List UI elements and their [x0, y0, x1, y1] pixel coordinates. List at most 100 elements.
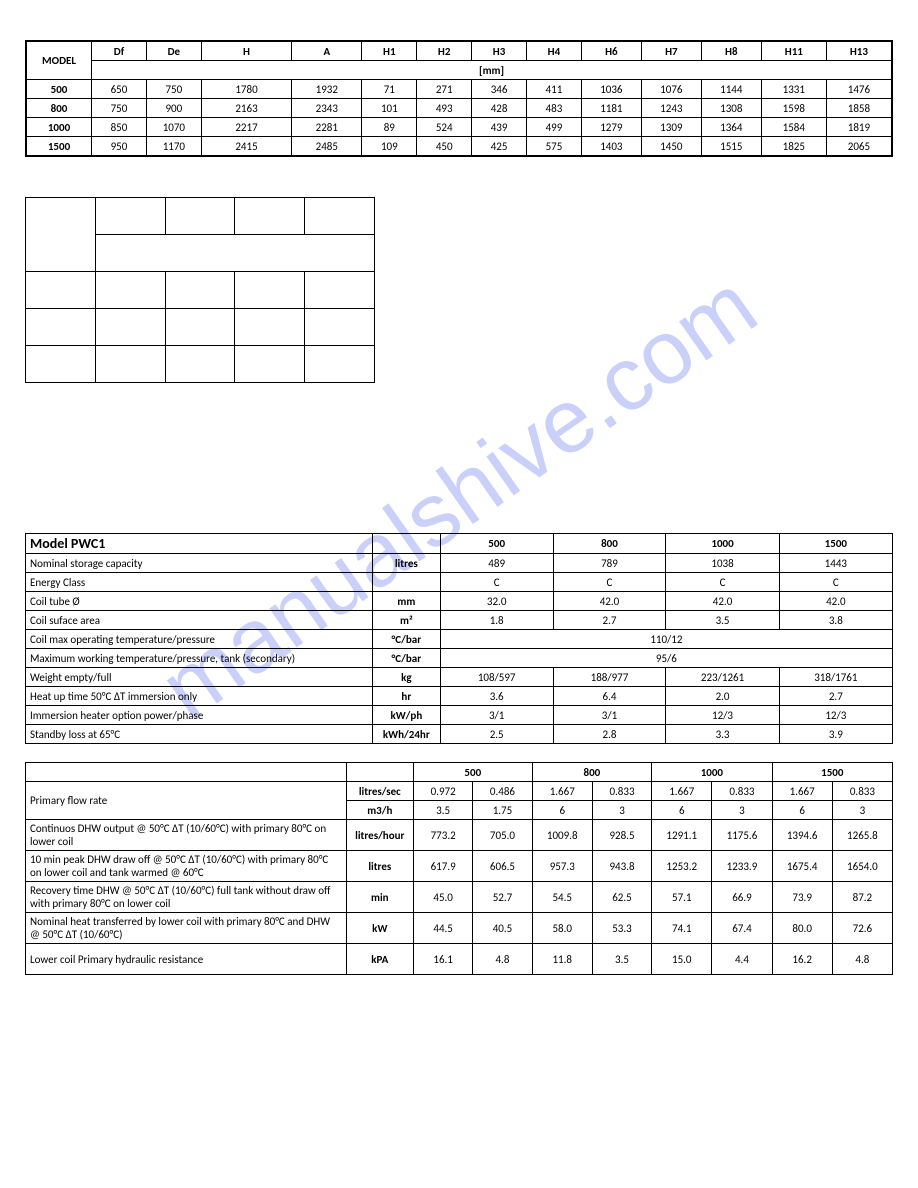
- spec-row-label: Energy Class: [26, 573, 373, 592]
- table-cell: 1170: [146, 137, 201, 157]
- perf-cell: 40.5: [473, 913, 532, 944]
- perf-cell: 15.0: [652, 944, 712, 975]
- spec-row-unit: kW/ph: [372, 706, 440, 725]
- table-cell: 2065: [826, 137, 892, 157]
- flow-cell: 0.833: [712, 782, 772, 801]
- table-cell: 2217: [201, 118, 291, 137]
- perf-cell: 943.8: [592, 851, 651, 882]
- flow-cell: 1.667: [772, 782, 832, 801]
- spec-header: Model PWC1: [26, 534, 373, 554]
- table-cell: 950: [92, 137, 147, 157]
- spec-col-1500: 1500: [779, 534, 892, 554]
- spec-cell: 6.4: [553, 687, 666, 706]
- spec-cell: 3.8: [779, 611, 892, 630]
- flow-cell: 1.667: [652, 782, 712, 801]
- table-cell: 2163: [201, 99, 291, 118]
- table-cell: 346: [472, 80, 527, 99]
- table-cell: 2485: [292, 137, 362, 157]
- table-cell: 1331: [761, 80, 826, 99]
- table-cell: 428: [472, 99, 527, 118]
- perf-row-unit: kPA: [346, 944, 413, 975]
- table-cell: 89: [362, 118, 417, 137]
- spec-row-label: Coil suface area: [26, 611, 373, 630]
- table-cell: 2281: [292, 118, 362, 137]
- flow-rate-unit: litres/sec: [346, 782, 413, 801]
- spec-row-label: Heat up time 50°C ΔT immersion only: [26, 687, 373, 706]
- spec-cell: 12/3: [666, 706, 779, 725]
- perf-cell: 1175.6: [712, 820, 772, 851]
- table-cell: 1403: [581, 137, 641, 157]
- table-cell: 1825: [761, 137, 826, 157]
- flow-cell: 1.75: [473, 801, 532, 820]
- spec-cell: 12/3: [779, 706, 892, 725]
- perf-cell: 72.6: [832, 913, 892, 944]
- perf-cell: 4.8: [473, 944, 532, 975]
- flow-cell: 6: [532, 801, 592, 820]
- spec-cell: 3.3: [666, 725, 779, 744]
- table-cell: 483: [527, 99, 582, 118]
- perf-cell: 1394.6: [772, 820, 832, 851]
- table-cell: 1070: [146, 118, 201, 137]
- spec-row-span: 110/12: [440, 630, 892, 649]
- col-h7: H7: [641, 41, 701, 61]
- table-row-model: 1500: [26, 137, 92, 157]
- spec-cell: 1038: [666, 554, 779, 573]
- table-cell: 2343: [292, 99, 362, 118]
- col-de: De: [146, 41, 201, 61]
- table-cell: 1515: [701, 137, 761, 157]
- table-row-model: 800: [26, 99, 92, 118]
- col-h3: H3: [472, 41, 527, 61]
- perf-cell: 52.7: [473, 882, 532, 913]
- perf-cell: 606.5: [473, 851, 532, 882]
- spec-row-unit: °C/bar: [372, 630, 440, 649]
- perf-row-label: 10 min peak DHW draw off @ 50°C ΔT (10/6…: [26, 851, 347, 882]
- perf-cell: 58.0: [532, 913, 592, 944]
- perf-row-unit: litres/hour: [346, 820, 413, 851]
- perf-row-label: Recovery time DHW @ 50°C ΔT (10/60°C) fu…: [26, 882, 347, 913]
- spec-row-label: Maximum working temperature/pressure, ta…: [26, 649, 373, 668]
- table-cell: 900: [146, 99, 201, 118]
- perf-cell: 928.5: [592, 820, 651, 851]
- spec-row-unit: mm: [372, 592, 440, 611]
- spec-row-label: Weight empty/full: [26, 668, 373, 687]
- perf-row-label: Nominal heat transferred by lower coil w…: [26, 913, 347, 944]
- perf-cell: 617.9: [413, 851, 472, 882]
- perf-cell: 705.0: [473, 820, 532, 851]
- model-header: MODEL: [26, 41, 92, 80]
- perf-cell: 1253.2: [652, 851, 712, 882]
- spec-cell: 2.7: [553, 611, 666, 630]
- spec-cell: 42.0: [666, 592, 779, 611]
- table-cell: 850: [92, 118, 147, 137]
- spec-row-unit: hr: [372, 687, 440, 706]
- perf-cell: 45.0: [413, 882, 472, 913]
- table-cell: 1308: [701, 99, 761, 118]
- perf-cell: 73.9: [772, 882, 832, 913]
- table-row-model: 500: [26, 80, 92, 99]
- table-cell: 101: [362, 99, 417, 118]
- spec-cell: 2.0: [666, 687, 779, 706]
- perf-row-unit: kW: [346, 913, 413, 944]
- col-df: Df: [92, 41, 147, 61]
- col-h4: H4: [527, 41, 582, 61]
- table-cell: 493: [417, 99, 472, 118]
- spec-cell: 223/1261: [666, 668, 779, 687]
- table-cell: 1364: [701, 118, 761, 137]
- table-cell: 1279: [581, 118, 641, 137]
- table-cell: 575: [527, 137, 582, 157]
- perf-row-unit: litres: [346, 851, 413, 882]
- spec-cell: 3.6: [440, 687, 553, 706]
- perf-cell: 67.4: [712, 913, 772, 944]
- flow-cell: 3: [592, 801, 651, 820]
- spec-row-unit: °C/bar: [372, 649, 440, 668]
- table-cell: 750: [146, 80, 201, 99]
- flow-cell: 0.972: [413, 782, 472, 801]
- perf-cell: 53.3: [592, 913, 651, 944]
- spec-cell: 188/977: [553, 668, 666, 687]
- perf-col-500: 500: [413, 763, 532, 782]
- perf-cell: 1675.4: [772, 851, 832, 882]
- table-cell: 1598: [761, 99, 826, 118]
- spec-row-unit: kWh/24hr: [372, 725, 440, 744]
- perf-cell: 74.1: [652, 913, 712, 944]
- spec-col-500: 500: [440, 534, 553, 554]
- table-cell: 1584: [761, 118, 826, 137]
